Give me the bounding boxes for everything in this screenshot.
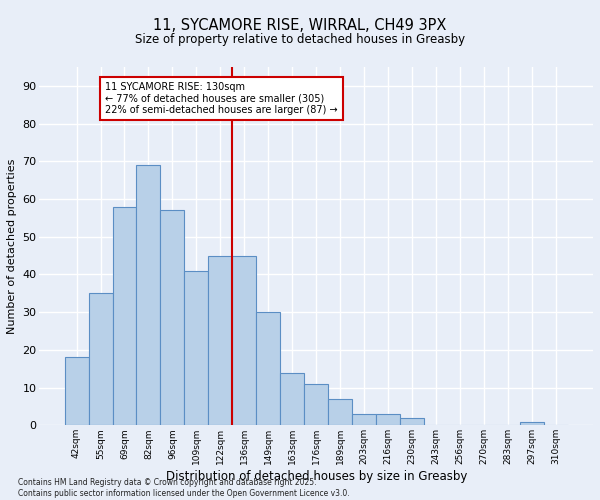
Bar xyxy=(208,256,232,426)
Bar xyxy=(184,270,208,426)
Bar xyxy=(352,414,376,426)
Bar xyxy=(520,422,544,426)
Bar xyxy=(256,312,280,426)
Text: Contains HM Land Registry data © Crown copyright and database right 2025.
Contai: Contains HM Land Registry data © Crown c… xyxy=(18,478,350,498)
Bar xyxy=(89,294,113,426)
Y-axis label: Number of detached properties: Number of detached properties xyxy=(7,158,17,334)
Bar xyxy=(304,384,328,426)
Bar xyxy=(136,165,160,425)
Bar xyxy=(113,206,136,426)
Bar xyxy=(232,256,256,426)
Bar xyxy=(65,358,89,426)
Text: 11 SYCAMORE RISE: 130sqm
← 77% of detached houses are smaller (305)
22% of semi-: 11 SYCAMORE RISE: 130sqm ← 77% of detach… xyxy=(106,82,338,115)
Text: 11, SYCAMORE RISE, WIRRAL, CH49 3PX: 11, SYCAMORE RISE, WIRRAL, CH49 3PX xyxy=(154,18,446,32)
Bar xyxy=(400,418,424,426)
Bar xyxy=(376,414,400,426)
Text: Size of property relative to detached houses in Greasby: Size of property relative to detached ho… xyxy=(135,32,465,46)
Bar xyxy=(328,399,352,425)
X-axis label: Distribution of detached houses by size in Greasby: Distribution of detached houses by size … xyxy=(166,470,467,483)
Bar xyxy=(160,210,184,426)
Bar xyxy=(280,372,304,426)
